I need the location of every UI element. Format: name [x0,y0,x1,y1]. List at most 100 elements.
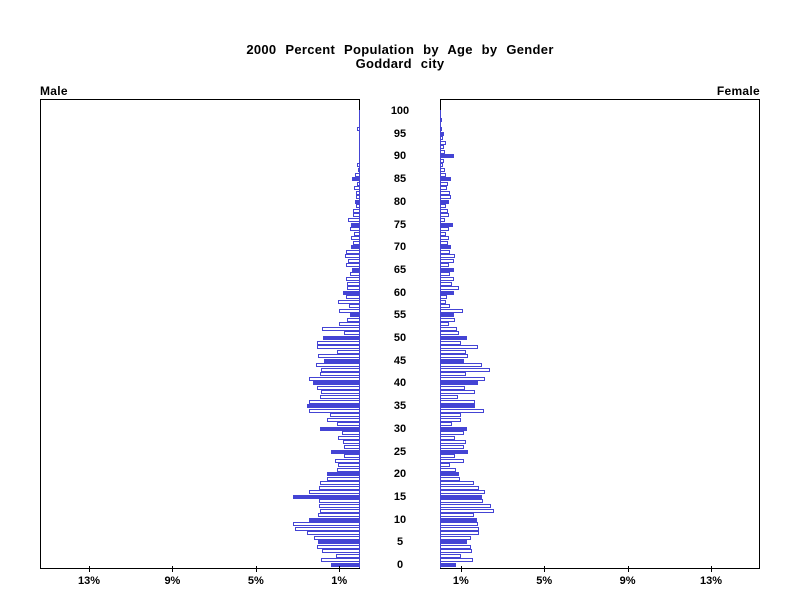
female-bar-age-35 [440,404,475,409]
female-bar-age-8 [440,526,479,531]
male-bar-age-30 [320,426,360,431]
female-bar-age-29 [440,431,464,436]
male-bar-age-17 [319,485,360,490]
female-bar-age-80 [440,199,449,204]
male-bar-age-70 [351,245,360,250]
female-bar-age-90 [440,154,454,159]
male-bar-age-48 [317,345,360,350]
female-bar-age-74 [440,227,449,232]
female-bar-age-10 [440,517,477,522]
female-bar-age-37 [440,395,458,400]
male-bar-age-85 [352,177,360,182]
age-tick-label-60: 60 [393,286,407,299]
female-bar-age-58 [440,299,446,304]
male-bar-age-34 [309,408,360,413]
male-bar-age-86 [355,172,360,177]
female-bar-age-50 [440,336,467,340]
male-bar-age-79 [356,204,360,209]
male-bar-age-81 [356,195,360,200]
male-bar-age-71 [353,240,360,245]
male-bar-age-18 [320,481,360,486]
female-bar-age-52 [440,326,457,331]
female-bar-age-93 [440,140,446,145]
female-bar-age-59 [440,295,447,300]
female-bar-age-38 [440,390,475,395]
female-bar-age-87 [440,168,445,173]
age-tick-label-90: 90 [393,150,407,163]
male-bar-age-8 [295,526,360,531]
male-bar-age-10 [309,517,360,522]
female-bar-age-33 [440,413,461,418]
female-bar-age-86 [440,172,446,177]
male-bar-age-45 [324,358,360,363]
male-bar-age-77 [353,213,360,218]
female-bar-age-51 [440,331,459,336]
female-x-tick-mark-13 [711,566,712,572]
male-bar-age-36 [309,399,360,404]
female-bar-age-81 [440,195,451,200]
male-bar-age-65 [352,267,360,272]
female-bar-age-95 [440,131,444,136]
female-bar-age-2 [440,553,461,558]
female-bar-age-75 [440,222,453,227]
age-tick-label-20: 20 [393,468,407,481]
male-bar-age-50 [323,336,360,340]
female-bar-age-77 [440,213,449,218]
chart-subtitle: Goddard city [355,56,445,71]
male-bar-age-60 [343,290,360,295]
male-bar-age-76 [348,217,360,222]
female-bar-age-32 [440,417,461,422]
female-bar-age-89 [440,158,444,163]
age-tick-label-5: 5 [396,536,404,549]
female-bar-age-88 [440,163,443,168]
male-bar-age-35 [307,404,360,409]
female-bar-age-15 [440,494,482,499]
male-bar-age-11 [318,513,360,518]
female-bar-age-94 [440,136,443,141]
male-bar-age-84 [357,181,360,186]
male-bar-age-9 [293,522,360,527]
female-bar-age-55 [440,313,454,318]
male-bar-age-41 [309,376,360,381]
male-bar-age-51 [344,331,360,336]
male-x-tick-mark-5 [255,566,257,572]
male-bar-age-20 [327,472,360,477]
female-bar-age-91 [440,149,445,154]
age-tick-label-65: 65 [393,263,407,276]
female-bar-age-13 [440,503,491,508]
age-tick-label-70: 70 [393,241,407,254]
female-bar-age-79 [440,204,446,209]
female-bar-age-20 [440,472,459,477]
female-panel-label: Female [716,84,760,98]
male-bar-age-78 [353,208,360,213]
female-bar-age-64 [440,272,450,277]
female-bar-age-44 [440,363,482,368]
male-bar-age-73 [354,231,360,236]
female-bar-age-66 [440,263,449,268]
female-bar-age-14 [440,499,483,504]
female-bar-age-49 [440,340,461,345]
male-bar-age-7 [307,531,360,536]
female-x-tick-label-9: 9% [619,575,636,587]
female-bar-age-45 [440,358,464,363]
male-bar-age-6 [314,535,360,540]
age-tick-label-80: 80 [393,195,407,208]
female-x-tick-label-5: 5% [536,575,553,587]
male-bar-age-26 [344,444,360,449]
female-bar-age-11 [440,513,474,518]
female-bar-age-56 [440,308,463,313]
male-bar-age-49 [317,340,360,345]
age-tick-label-85: 85 [393,173,407,186]
female-bar-age-98 [440,118,442,123]
age-tick-label-95: 95 [393,127,407,140]
female-bar-age-39 [440,385,465,390]
female-x-tick-mark-5 [544,566,546,572]
female-bar-age-76 [440,217,445,222]
male-bar-age-5 [318,540,360,545]
male-bar-age-3 [322,549,360,554]
female-bar-age-43 [440,367,490,372]
female-bar-age-12 [440,508,494,513]
age-tick-label-55: 55 [393,309,407,322]
male-bar-age-59 [346,295,360,300]
